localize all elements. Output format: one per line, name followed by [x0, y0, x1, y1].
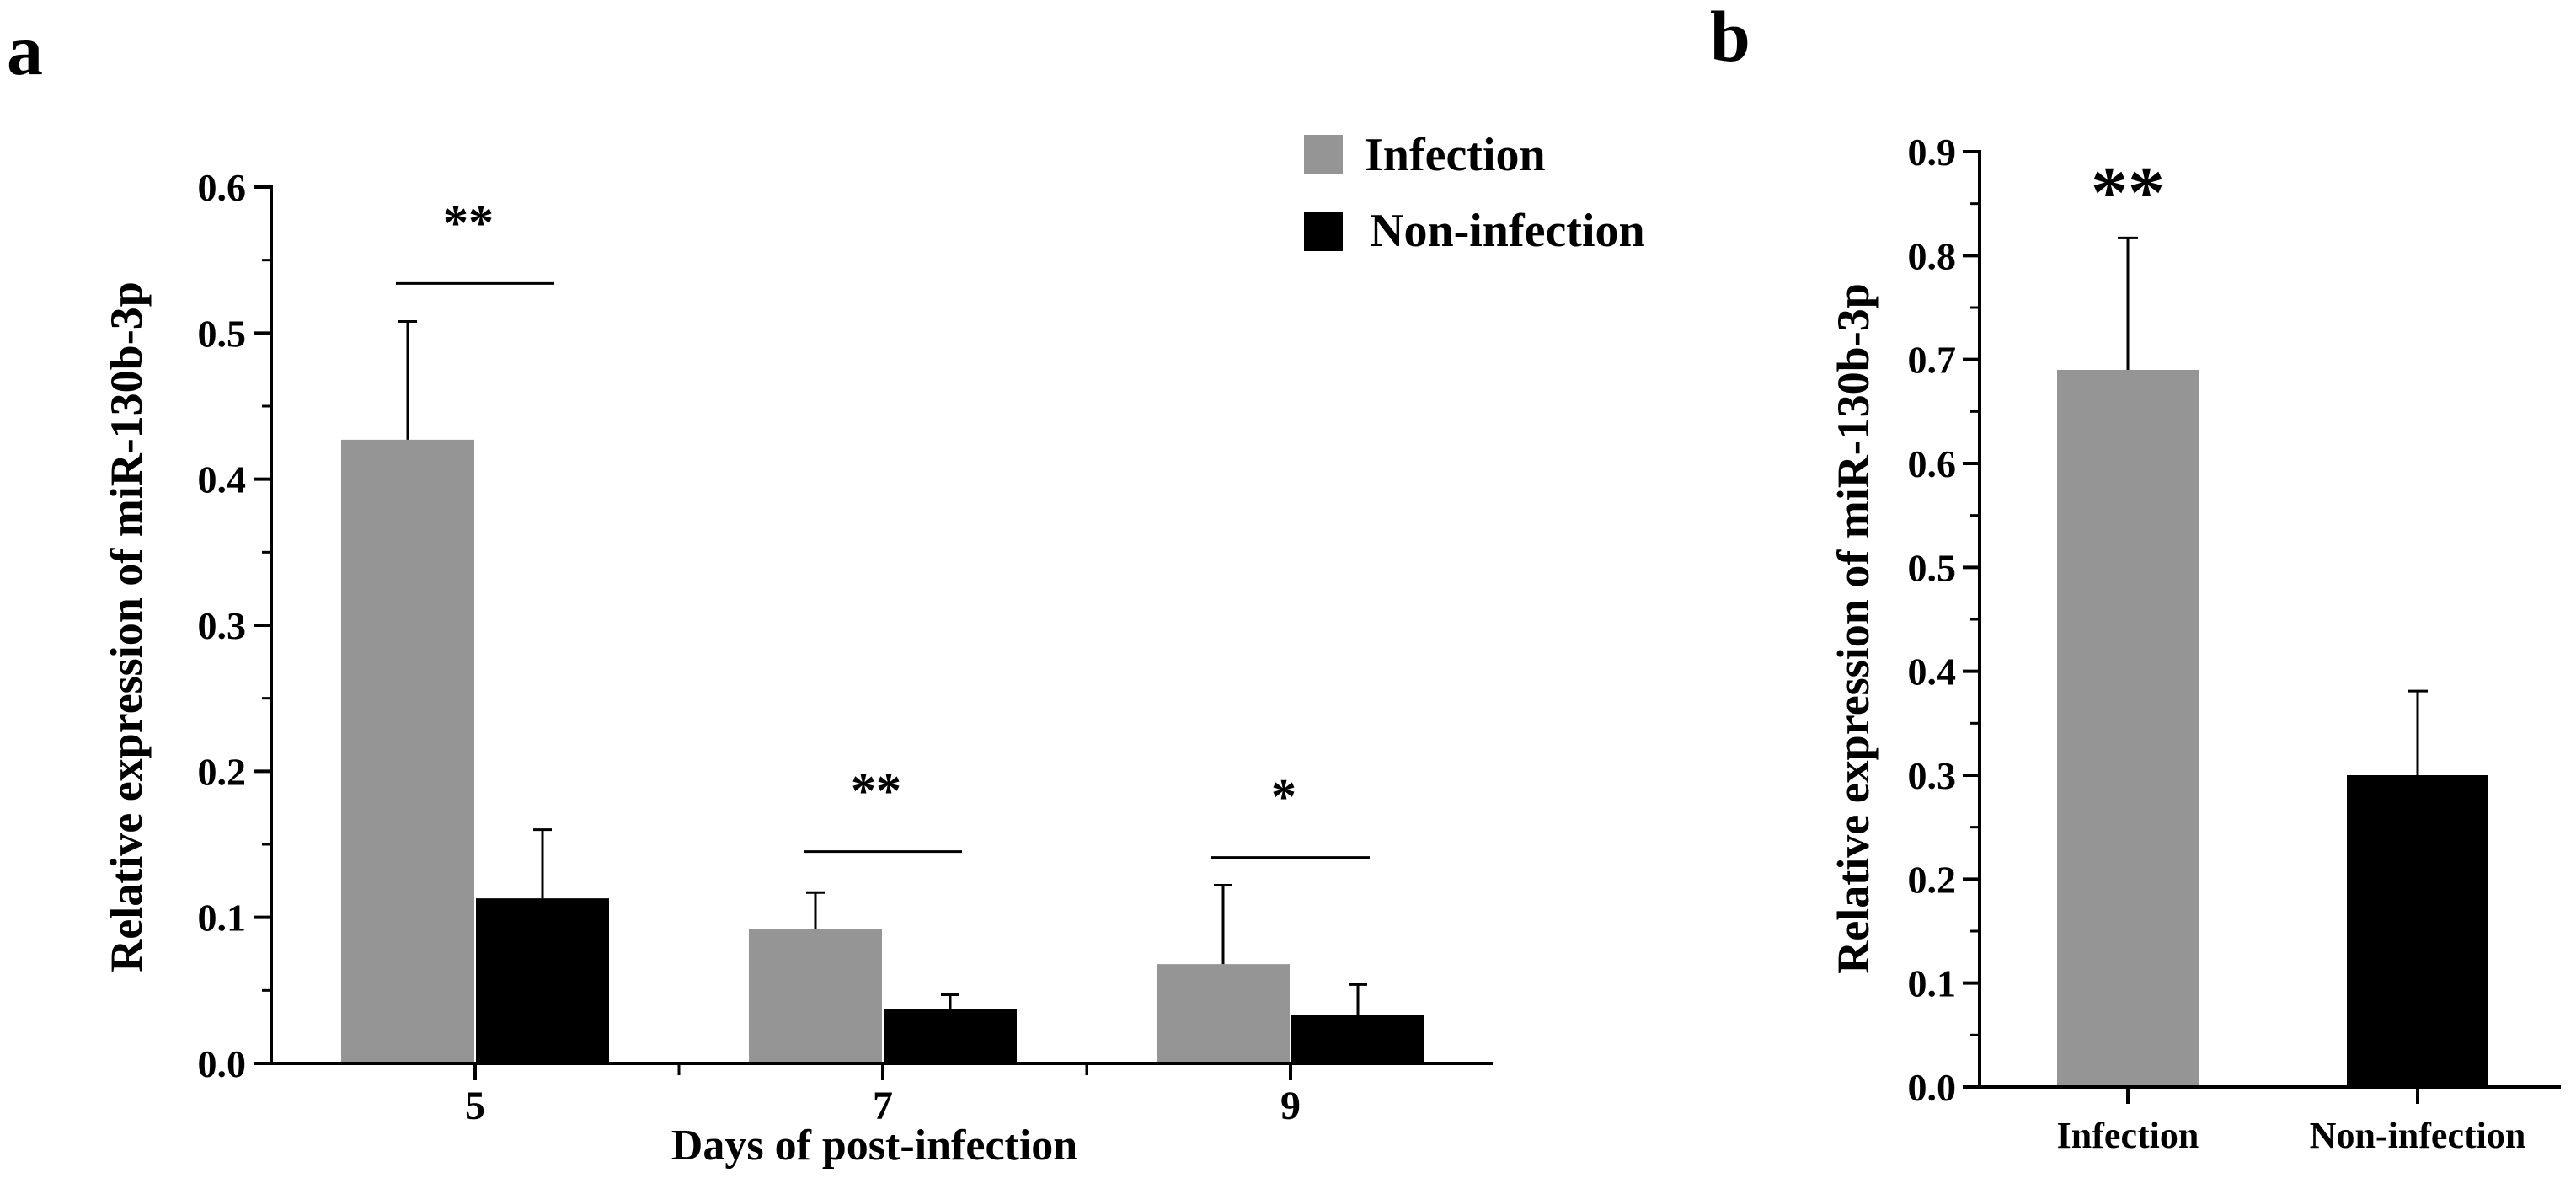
significance-label-day-5: **: [443, 195, 494, 250]
y-tick-label: 0.5: [1908, 546, 1957, 589]
y-tick-label: 0.3: [1908, 754, 1957, 797]
bar-infection-day-7: [749, 929, 882, 1063]
x-tick-label-day-5: 5: [465, 1084, 485, 1128]
bar-non-infection-day-9: [1291, 1015, 1424, 1063]
y-tick-label: 0.3: [198, 604, 247, 647]
bar-infection-day-5: [341, 439, 474, 1063]
panel-b-error-bars: [2118, 236, 2428, 775]
y-tick-label: 0.1: [1908, 962, 1957, 1005]
panel-b-y-ticks: 0.0 0.1 0.2 0.3 0.4 0.5 0.6 0.7 0.8 0.9: [1908, 131, 1980, 1109]
legend-swatch-non-infection: [1304, 212, 1343, 251]
y-tick-label: 0.2: [198, 750, 247, 793]
panel-b-chart: 0.0 0.1 0.2 0.3 0.4 0.5 0.6 0.7 0.8 0.9 Infection…: [1828, 131, 2561, 1156]
panel-a-x-ticks: 5 7 9: [465, 1063, 1301, 1128]
bar-infection: [2057, 370, 2199, 1087]
bar-non-infection-day-7: [884, 1009, 1017, 1063]
legend-label-infection: Infection: [1365, 129, 1546, 181]
panel-b-x-ticks: Infection Non-infection: [2057, 1087, 2526, 1156]
y-tick-label: 0.2: [1908, 858, 1957, 901]
y-tick-label: 0.0: [1908, 1066, 1957, 1109]
panel-a-y-axis-label: Relative expression of miR-130b-3p: [101, 281, 152, 972]
significance-label-day-7: **: [851, 763, 901, 819]
panel-a-y-ticks: 0.0 0.1 0.2 0.3 0.4 0.5 0.6: [198, 166, 271, 1085]
panel-a-error-bars: [398, 319, 1367, 1015]
panel-b-bars: [2057, 370, 2488, 1087]
significance-label-day-9: *: [1271, 769, 1296, 825]
y-tick-label: 0.6: [198, 166, 247, 209]
panel-a-legend: Infection Non-infection: [1304, 129, 1645, 257]
x-tick-label-day-9: 9: [1280, 1084, 1301, 1128]
panel-a-significance: **** *: [396, 195, 1370, 859]
legend-label-non-infection: Non-infection: [1370, 205, 1645, 257]
panel-a-bars: [341, 439, 1424, 1063]
significance-label-infection: **: [2091, 153, 2165, 234]
y-tick-label: 0.0: [198, 1042, 247, 1085]
bar-infection-day-9: [1157, 964, 1290, 1063]
panel-b-y-axis-label: Relative expression of miR-130b-3p: [1828, 283, 1879, 973]
legend-swatch-infection: [1304, 135, 1343, 174]
y-tick-label: 0.5: [198, 312, 247, 355]
y-tick-label: 0.8: [1908, 234, 1957, 277]
panel-a-x-axis-label: Days of post-infection: [671, 1122, 1078, 1170]
y-tick-label: 0.7: [1908, 339, 1957, 382]
bar-non-infection: [2347, 775, 2488, 1087]
x-tick-label-non-infection: Non-infection: [2310, 1115, 2526, 1156]
panel-a-label: a: [7, 9, 43, 90]
x-tick-label-day-7: 7: [873, 1084, 893, 1128]
y-tick-label: 0.4: [198, 458, 247, 501]
panel-b-label: b: [1710, 0, 1750, 77]
x-tick-label-infection: Infection: [2057, 1115, 2199, 1156]
panel-b-significance: **: [2091, 153, 2165, 234]
bar-non-infection-day-5: [476, 898, 609, 1063]
y-tick-label: 0.4: [1908, 651, 1957, 693]
y-tick-label: 0.9: [1908, 131, 1957, 174]
y-tick-label: 0.6: [1908, 442, 1957, 485]
y-tick-label: 0.1: [198, 897, 247, 940]
